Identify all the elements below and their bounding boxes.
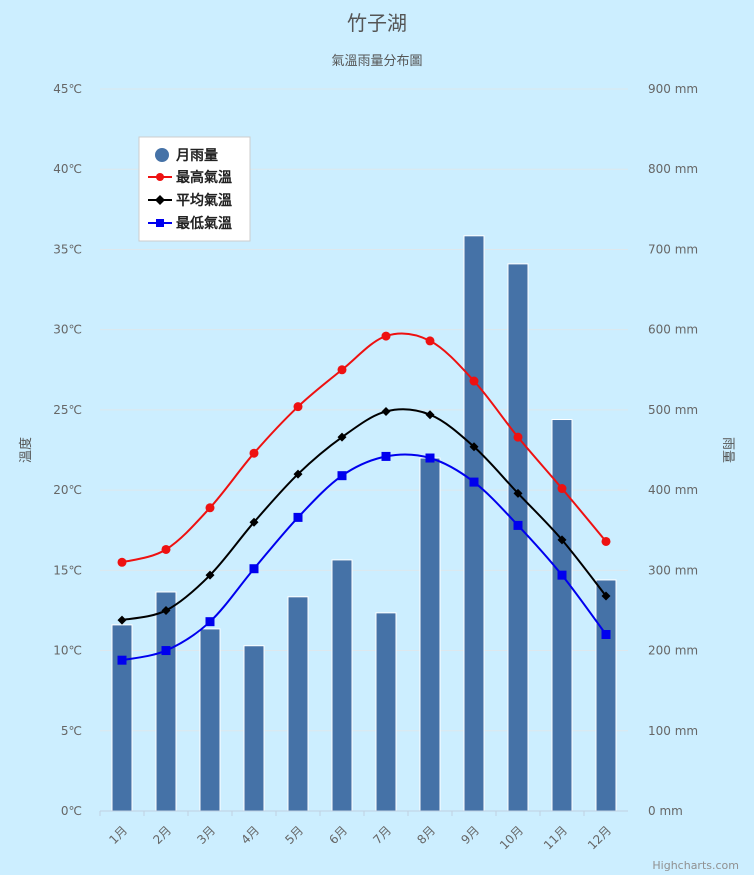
legend-item-min-temp[interactable]: 最低氣溫 [148, 215, 232, 232]
rain-bar[interactable] [199, 628, 221, 812]
legend-min-label: 最低氣溫 [176, 215, 232, 232]
legend-max-label: 最高氣溫 [176, 169, 232, 186]
right-tick-label: 500 mm [648, 403, 698, 417]
avg-temp-point[interactable] [557, 535, 567, 545]
min-temp-point[interactable] [601, 630, 611, 640]
avg-temp-point[interactable] [601, 591, 611, 601]
legend-avg-marker [155, 195, 165, 205]
legend-min-marker [156, 219, 164, 227]
legend-max-marker [156, 173, 164, 181]
left-tick-label: 10℃ [53, 644, 82, 658]
avg-temp-point[interactable] [513, 488, 523, 498]
max-temp-point[interactable] [117, 557, 127, 567]
min-temp-point[interactable] [337, 471, 347, 481]
max-temp-point[interactable] [249, 448, 259, 458]
rain-bar[interactable] [419, 457, 441, 812]
min-temp-point[interactable] [117, 655, 127, 665]
min-temp-point[interactable] [469, 477, 479, 487]
credits-link[interactable]: Highcharts.com [652, 859, 739, 872]
right-tick-label: 600 mm [648, 323, 698, 337]
right-tick-label: 900 mm [648, 82, 698, 96]
right-tick-label: 800 mm [648, 162, 698, 176]
legend-item-avg-temp[interactable]: 平均氣溫 [148, 192, 232, 209]
left-axis-title: 溫度 [18, 437, 34, 463]
avg-temp-point[interactable] [293, 469, 303, 479]
legend-item-monthly-rain[interactable]: 月雨量 [155, 148, 218, 164]
legend-rain-label: 月雨量 [175, 148, 218, 164]
avg-temp-point[interactable] [381, 406, 391, 416]
rain-bar[interactable] [111, 624, 133, 812]
avg-temp-point[interactable] [249, 517, 259, 527]
max-temp-point[interactable] [205, 503, 215, 513]
min-temp-point[interactable] [293, 512, 303, 522]
avg-temp-point[interactable] [337, 432, 347, 442]
max-temp-point[interactable] [161, 544, 171, 554]
rain-bar[interactable] [551, 419, 573, 812]
right-tick-label: 700 mm [648, 242, 698, 256]
rain-bar[interactable] [507, 263, 529, 812]
min-temp-point[interactable] [557, 570, 567, 580]
right-axis-title: 雨量 [720, 437, 735, 463]
left-tick-label: 40℃ [53, 162, 82, 176]
left-tick-label: 5℃ [61, 724, 82, 738]
chart-title: 竹子湖 [347, 11, 407, 35]
min-temp-point[interactable] [381, 451, 391, 461]
left-tick-label: 25℃ [53, 403, 82, 417]
min-temp-point[interactable] [161, 646, 171, 656]
max-temp-point[interactable] [601, 536, 611, 546]
right-tick-label: 100 mm [648, 724, 698, 738]
right-tick-label: 0 mm [648, 804, 683, 818]
avg-temp-point[interactable] [469, 442, 479, 452]
legend: 月雨量 最高氣溫 平均氣溫 最低氣溫 [138, 136, 251, 242]
min-temp-point[interactable] [513, 520, 523, 530]
rain-bar[interactable] [155, 591, 177, 812]
avg-temp-point[interactable] [117, 615, 127, 625]
avg-temp-point[interactable] [205, 570, 215, 580]
rain-bar[interactable] [463, 235, 485, 812]
marker-layer [117, 331, 611, 665]
min-temp-point[interactable] [205, 617, 215, 627]
min-temp-point[interactable] [249, 564, 259, 574]
right-tick-label: 400 mm [648, 483, 698, 497]
left-tick-label: 20℃ [53, 483, 82, 497]
max-temp-point[interactable] [513, 432, 523, 442]
right-tick-label: 300 mm [648, 563, 698, 577]
chart-subtitle: 氣溫雨量分布圖 [331, 54, 422, 69]
avg-temp-point[interactable] [425, 410, 435, 420]
avg-temp-point[interactable] [161, 605, 171, 615]
right-tick-label: 200 mm [648, 644, 698, 658]
left-tick-label: 45℃ [53, 82, 82, 96]
max-temp-point[interactable] [425, 336, 435, 346]
left-tick-label: 35℃ [53, 242, 82, 256]
max-temp-point[interactable] [293, 402, 303, 412]
max-temp-point[interactable] [337, 365, 347, 375]
left-tick-label: 0℃ [61, 804, 82, 818]
rain-bar[interactable] [375, 612, 397, 812]
legend-avg-label: 平均氣溫 [176, 192, 232, 209]
rain-bar[interactable] [331, 559, 353, 812]
max-temp-point[interactable] [557, 484, 567, 494]
legend-rain-symbol [155, 148, 169, 162]
left-tick-label: 15℃ [53, 563, 82, 577]
max-temp-point[interactable] [469, 376, 479, 386]
rain-bar[interactable] [595, 579, 617, 812]
rain-bar[interactable] [243, 645, 265, 812]
rain-bar[interactable] [287, 596, 309, 812]
legend-item-max-temp[interactable]: 最高氣溫 [148, 169, 232, 186]
min-temp-point[interactable] [425, 453, 435, 463]
max-temp-point[interactable] [381, 331, 391, 341]
left-tick-label: 30℃ [53, 323, 82, 337]
